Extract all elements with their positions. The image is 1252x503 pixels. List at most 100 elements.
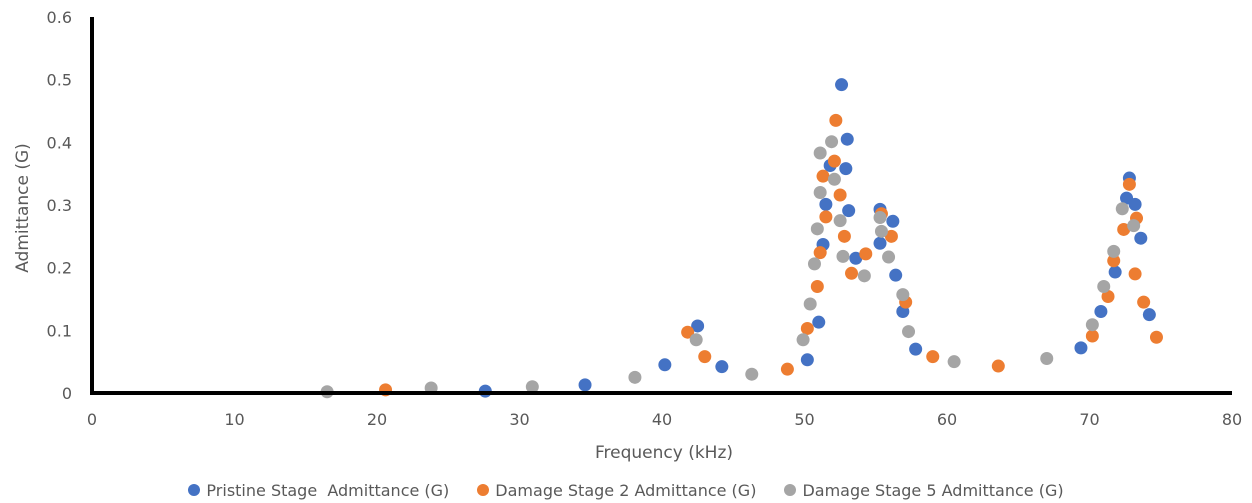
data-point [1107,244,1121,258]
data-point [882,250,896,264]
y-tick-label: 0.2 [47,259,72,278]
data-point [835,78,849,92]
data-point [745,367,759,381]
data-point [873,236,887,250]
data-point [1094,305,1108,319]
series-3 [320,135,1141,399]
legend-item: Damage Stage 5 Admittance (G) [784,480,1064,500]
data-point [926,350,940,364]
data-point [837,229,851,243]
data-point [578,378,592,392]
data-point [813,246,827,260]
data-point [810,222,824,236]
data-point [813,146,827,160]
y-tick-label: 0.6 [47,8,72,27]
data-point [1074,341,1088,355]
data-point [1128,197,1142,211]
data-point [889,268,903,282]
data-point [886,214,900,228]
x-tick-label: 30 [509,410,529,429]
data-point [698,350,712,364]
legend-label: Pristine Stage Admittance (G) [206,480,450,500]
data-point [1097,279,1111,293]
data-point [1101,289,1115,303]
data-point [691,319,705,333]
data-point [1085,329,1099,343]
y-tick-label: 0.5 [47,71,72,90]
data-points [320,78,1163,399]
data-point [1134,231,1148,245]
data-point [1040,352,1054,366]
y-tick-label: 0.3 [47,196,72,215]
data-point [816,169,830,183]
data-point [874,224,888,238]
y-tick-labels: 0 0.1 0.2 0.3 0.4 0.5 0.6 [47,8,72,403]
x-tick-label: 0 [87,410,97,429]
data-point [833,214,847,228]
legend-item: Damage Stage 2 Admittance (G) [477,481,756,500]
y-tick-label: 0.1 [47,321,72,340]
data-point [849,251,863,265]
data-point [681,325,695,339]
series-2 [379,113,1163,397]
x-tick-label: 70 [1079,410,1099,429]
legend: Pristine Stage Admittance (G) Damage Stag… [0,478,1252,502]
data-point [658,358,672,372]
data-point [845,266,859,280]
scatter-chart: 0 0.1 0.2 0.3 0.4 0.5 0.6 0 10 20 30 40 50 60 70 80 Fr… [13,8,1242,463]
data-point [812,315,826,329]
data-point [857,269,871,283]
y-axis-title: Admittance (G) [13,143,33,273]
data-point [827,172,841,186]
data-point [1117,222,1131,236]
data-point [813,185,827,199]
data-point [1128,267,1142,281]
data-point [1115,202,1129,216]
x-tick-label: 10 [224,410,244,429]
data-point [715,360,729,374]
legend-marker-icon [188,484,201,496]
legend-marker-icon [784,484,797,496]
data-point [947,355,961,369]
x-tick-labels: 0 10 20 30 40 50 60 70 80 [87,410,1242,429]
data-point [810,279,824,293]
data-point [896,288,910,302]
data-point [1142,308,1156,322]
data-point [803,297,817,311]
data-point [1127,219,1141,233]
data-point [842,204,856,218]
x-tick-label: 60 [937,410,957,429]
x-tick-label: 50 [794,410,814,429]
data-point [902,325,916,339]
data-point [833,188,847,202]
data-point [1108,265,1122,279]
data-point [1137,295,1151,309]
legend-marker-icon [477,484,490,496]
data-point [884,229,898,243]
data-point [800,353,814,367]
data-point [909,342,923,356]
data-point [859,247,873,261]
data-point [825,135,839,149]
x-axis-title: Frequency (kHz) [595,443,733,463]
data-point [796,333,810,347]
data-point [836,249,850,263]
y-tick-label: 0 [62,384,72,403]
data-point [1149,330,1163,344]
legend-label: Damage Stage 5 Admittance (G) [802,480,1064,500]
data-point [839,162,853,176]
data-point [1107,254,1121,268]
series-1 [478,78,1156,398]
data-point [628,370,642,384]
legend-item: Pristine Stage Admittance (G) [188,481,449,500]
data-point [827,154,841,168]
data-point [873,211,887,225]
data-point [840,132,854,146]
legend-label: Damage Stage 2 Admittance (G) [495,480,757,500]
data-point [991,359,1005,373]
data-point [780,362,794,376]
x-tick-label: 40 [652,410,672,429]
data-point [819,197,833,211]
data-point [1122,177,1136,191]
data-point [829,113,843,127]
